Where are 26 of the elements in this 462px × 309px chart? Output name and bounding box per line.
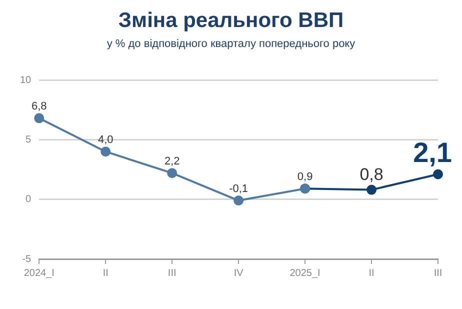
point (34, 113, 44, 124)
data-label: 6,8 (31, 100, 47, 113)
x-tick-label: IV (234, 268, 244, 279)
y-tick-label: 0 (26, 194, 32, 206)
point (366, 184, 377, 195)
chart-subtitle: у % до відповідного кварталу попереднього року (106, 38, 356, 50)
chart-title: Зміна реального ВВП (117, 8, 345, 34)
x-tick-label: II (102, 268, 108, 279)
x-tick-label: 2025_I (290, 268, 320, 279)
x-tick-label: III (434, 268, 442, 279)
data-label: 2,2 (164, 156, 180, 168)
data-label: 2,1 (413, 136, 452, 168)
data-label: 0,9 (297, 171, 313, 184)
data-label: -0,1 (229, 183, 248, 196)
y-tick-label: 10 (20, 74, 32, 86)
y-tick-label: -5 (22, 254, 32, 265)
point (433, 169, 443, 180)
x-tick-label: III (168, 268, 176, 279)
x-tick-label: 2024_I (24, 268, 54, 279)
y-tick-label: 5 (26, 134, 32, 146)
x-tick-label: II (368, 268, 374, 279)
point (234, 196, 244, 206)
data-label: 0,8 (360, 164, 384, 184)
data-label: 4,0 (98, 134, 114, 146)
point (100, 146, 111, 157)
point (167, 168, 178, 178)
